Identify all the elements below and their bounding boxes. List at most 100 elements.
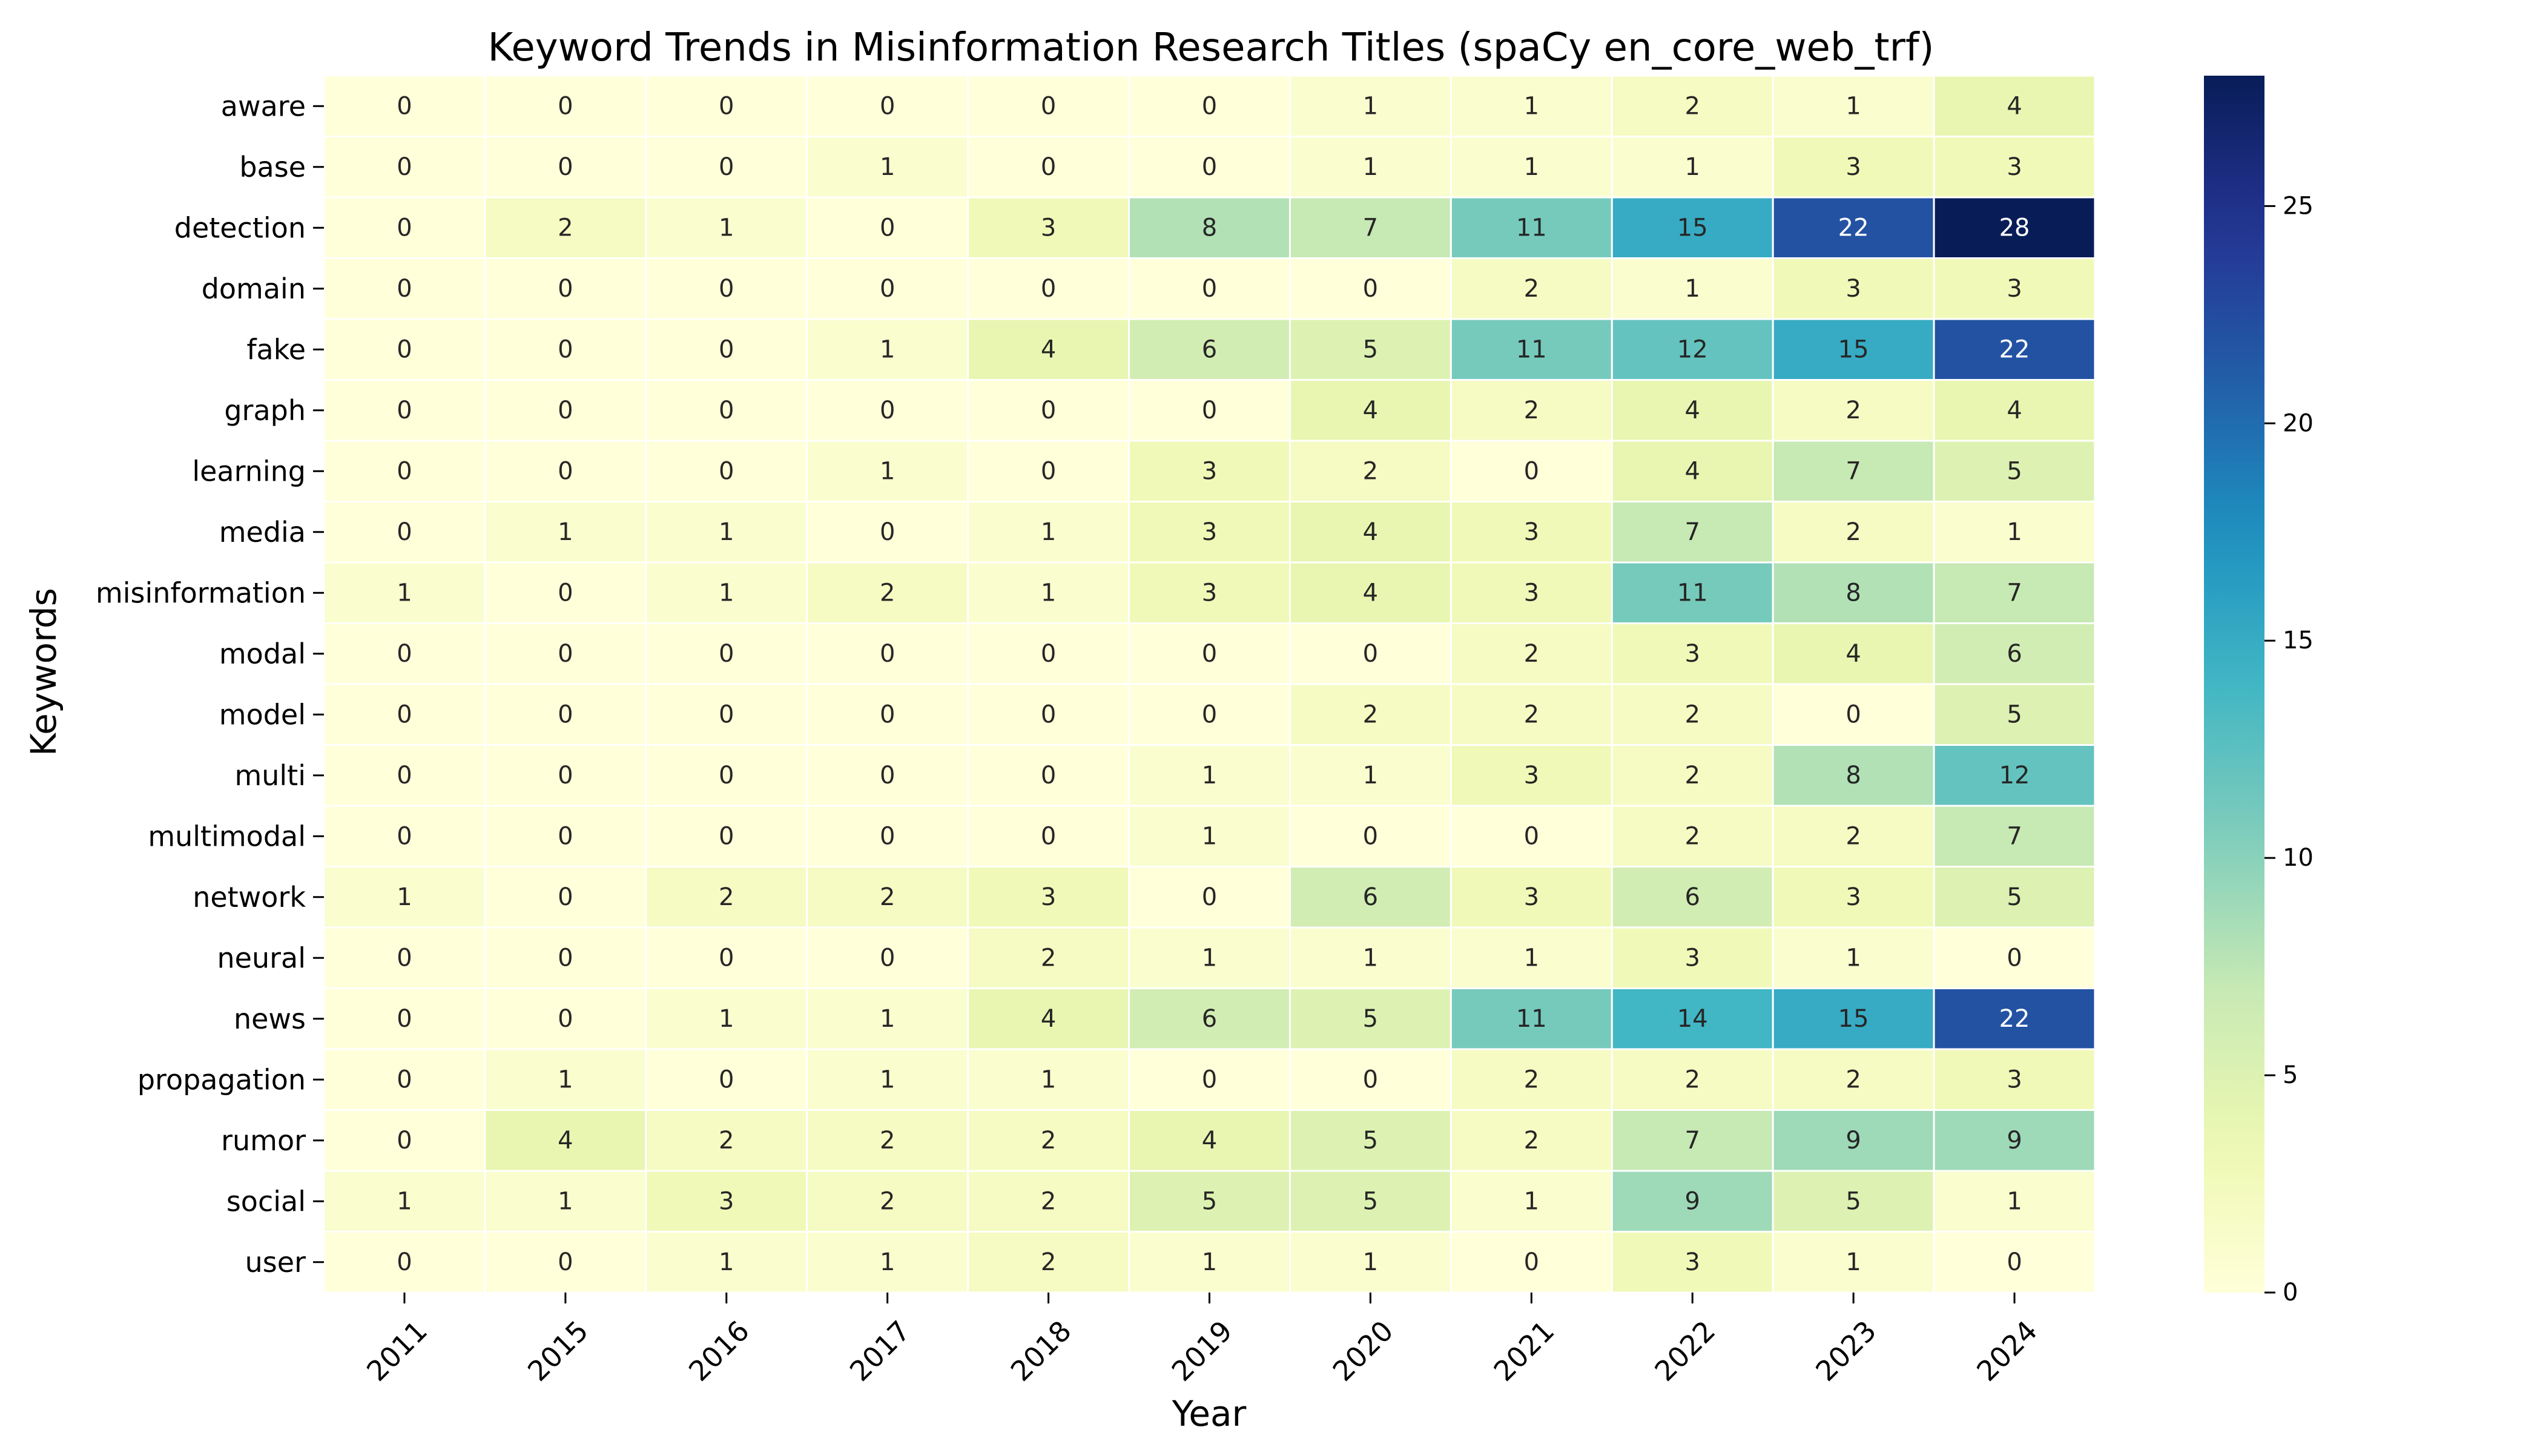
cell-value-label: 0	[1041, 762, 1056, 789]
cell-value-label: 1	[1202, 822, 1217, 850]
heatmap-cell	[1933, 683, 2096, 746]
cell-value-label: 0	[1202, 92, 1217, 120]
cell-value-label: 0	[1202, 1066, 1217, 1093]
cell-value-label: 1	[397, 579, 412, 607]
cell-value-label: 1	[1845, 92, 1861, 120]
heatmap-cell	[645, 866, 808, 929]
heatmap-cell	[323, 74, 486, 137]
cell-value-label: 0	[719, 153, 734, 181]
x-axis-label: Year	[1172, 1393, 1247, 1434]
heatmap-cell	[1772, 744, 1935, 807]
cell-value-label: 2	[880, 579, 895, 607]
cell-value-label: 4	[1363, 579, 1378, 607]
cell-value-label: 4	[558, 1127, 573, 1155]
cell-value-label: 0	[880, 214, 895, 242]
heatmap-cell	[1128, 1109, 1291, 1172]
heatmap-cell	[1128, 926, 1291, 989]
heatmap-cell	[806, 1109, 969, 1172]
cell-value-label: 12	[1999, 762, 2030, 789]
heatmap-cell	[1611, 622, 1774, 685]
heatmap-cell	[323, 379, 486, 442]
cell-value-label: 1	[1202, 944, 1217, 972]
heatmap-cell	[484, 926, 647, 989]
heatmap-cell	[1611, 683, 1774, 746]
cell-value-label: 0	[397, 1127, 412, 1155]
cell-value-label: 5	[1363, 335, 1378, 363]
cell-value-label: 1	[1363, 1248, 1378, 1276]
heatmap-cell	[1128, 744, 1291, 807]
cell-value-label: 0	[558, 275, 573, 303]
colorbar-tick-label: 15	[2283, 627, 2314, 654]
cell-value-label: 0	[397, 518, 412, 546]
heatmap-cell	[323, 1231, 486, 1294]
heatmap-cell	[484, 744, 647, 807]
cell-value-label: 0	[1041, 397, 1056, 424]
y-tick-label: domain	[202, 272, 306, 305]
cell-value-label: 2	[719, 883, 734, 911]
heatmap-cell	[806, 318, 969, 381]
heatmap-cell	[1611, 1231, 1774, 1294]
colorbar-tick-label: 5	[2283, 1061, 2298, 1089]
cell-value-label: 0	[558, 700, 573, 728]
cell-value-label: 0	[397, 335, 412, 363]
heatmap-cell	[323, 561, 486, 624]
y-tick-label: network	[193, 881, 306, 914]
cell-value-label: 3	[1524, 518, 1539, 546]
cell-value-label: 1	[1041, 518, 1056, 546]
heatmap-cell	[1128, 379, 1291, 442]
heatmap-cell	[1288, 318, 1452, 381]
cell-value-label: 2	[1524, 640, 1539, 668]
heatmap-cell	[1288, 1048, 1452, 1111]
heatmap-cell	[323, 1170, 486, 1233]
cell-value-label: 0	[719, 700, 734, 728]
heatmap-cells	[323, 74, 2096, 1294]
cell-value-label: 0	[880, 92, 895, 120]
heatmap-cell	[1450, 744, 1613, 807]
chart-title: Keyword Trends in Misinformation Researc…	[488, 25, 1934, 70]
cell-value-label: 6	[2007, 640, 2022, 668]
y-tick-label: propagation	[137, 1063, 306, 1096]
heatmap-cell	[1128, 440, 1291, 502]
heatmap-cell	[323, 926, 486, 989]
cell-value-label: 6	[1363, 883, 1378, 911]
cell-value-label: 7	[1845, 457, 1861, 485]
cell-value-label: 8	[1845, 762, 1861, 789]
y-tick-label: user	[245, 1246, 306, 1279]
cell-value-label: 15	[1677, 214, 1708, 242]
heatmap-cell	[1772, 683, 1935, 746]
heatmap-cell	[1288, 866, 1452, 929]
heatmap-cell	[1933, 926, 2096, 989]
cell-value-label: 0	[558, 1005, 573, 1033]
cell-value-label: 0	[558, 92, 573, 120]
cell-value-label: 9	[1685, 1187, 1700, 1215]
cell-value-label: 0	[719, 275, 734, 303]
y-tick-label: rumor	[221, 1124, 306, 1157]
heatmap-cell	[967, 866, 1130, 929]
cell-value-label: 3	[1041, 214, 1056, 242]
cell-value-label: 4	[1685, 397, 1700, 424]
cell-value-label: 2	[1363, 700, 1378, 728]
cell-value-label: 1	[2007, 518, 2022, 546]
heatmap-cell	[806, 440, 969, 502]
heatmap-cell	[1128, 257, 1291, 320]
cell-value-label: 3	[1845, 153, 1861, 181]
heatmap-cell	[1288, 926, 1452, 989]
heatmap-cell	[645, 74, 808, 137]
cell-value-label: 1	[719, 1005, 734, 1033]
cell-value-label: 0	[1041, 457, 1056, 485]
cell-value-label: 2	[1845, 518, 1861, 546]
cell-value-label: 1	[1363, 92, 1378, 120]
heatmap-cell	[645, 257, 808, 320]
heatmap-cell	[806, 622, 969, 685]
cell-value-label: 0	[397, 92, 412, 120]
heatmap-cell	[323, 501, 486, 564]
cell-value-label: 1	[1685, 153, 1700, 181]
cell-value-label: 0	[1363, 822, 1378, 850]
cell-value-label: 0	[880, 518, 895, 546]
cell-value-label: 3	[1685, 640, 1700, 668]
heatmap-cell	[1772, 1170, 1935, 1233]
cell-value-label: 9	[1845, 1127, 1861, 1155]
x-tick-label: 2021	[1487, 1314, 1560, 1388]
heatmap-cell	[1933, 1048, 2096, 1111]
